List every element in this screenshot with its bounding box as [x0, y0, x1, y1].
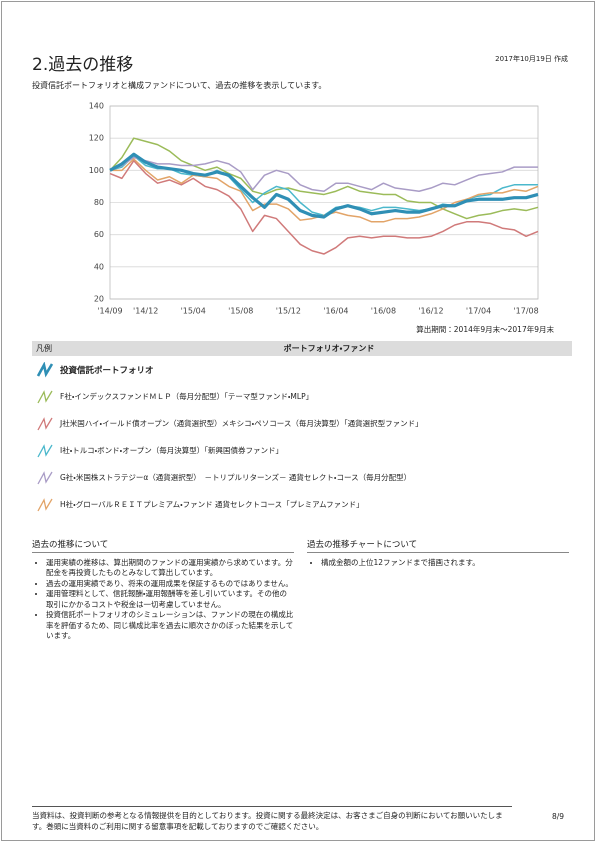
legend-item: H社・グローバルＲＥＩＴプレミアム・ファンド 通貨セレクトコース「プレミアムファ…	[32, 491, 572, 518]
y-tick-label: 140	[89, 102, 104, 111]
legend-icon	[37, 443, 53, 457]
chart: 20 40 60 80 100 120 140 '14/09 '14/12 '15/04 '15/0…	[89, 102, 539, 316]
legend-swatch	[37, 389, 53, 403]
x-tick-label: '14/09	[97, 307, 122, 316]
legend-item: F社・インデックスファンドＭＬＰ（毎月分配型）「テーマ型ファンド・MLP」	[32, 383, 572, 410]
fund-line	[109, 159, 539, 255]
x-tick-label: '17/04	[466, 307, 491, 316]
subtitle: 投資信託ポートフォリオと構成ファンドについて、過去の推移を表示しています。	[32, 81, 327, 90]
fund-line	[109, 137, 539, 220]
legend-icon	[37, 497, 53, 511]
y-tick-label: 80	[94, 198, 104, 207]
x-tick-label: '15/04	[181, 307, 206, 316]
legend-text: H社・グローバルＲＥＩＴプレミアム・ファンド 通貨セレクトコース「プレミアムファ…	[60, 500, 364, 509]
legend-item: I社・トルコ・ボンド・オープン（毎月決算型）「新興国債券ファンド」	[32, 437, 572, 464]
legend-icon	[37, 470, 53, 484]
note-item: 運用実績の推移は、算出期間のファンドの運用実績から求めています。分配金を再投資し…	[46, 558, 294, 579]
legend-icon	[36, 361, 54, 377]
legend-label: 凡例	[36, 344, 52, 353]
y-tick-label: 120	[89, 134, 104, 143]
legend: 凡例 ポートフォリオ・ファンド 投資信託ポートフォリオ F社・インデックスファンド…	[32, 341, 572, 518]
legend-icon	[37, 389, 53, 403]
legend-header: 凡例 ポートフォリオ・ファンド	[32, 341, 572, 356]
fund-line	[109, 156, 538, 192]
legend-text: J社米国ハイ・イールド債オープン（通貨選択型）メキシコ・ペソコース（毎月決算型）…	[60, 419, 423, 428]
note-item: 過去の運用実績であり、将来の運用成果を保証するものではありません。	[46, 579, 294, 590]
legend-icon	[37, 416, 53, 430]
footer: 当資料は、投資判断の参考となる情報提供を目的としております。投資に関する最終決定…	[32, 806, 512, 832]
legend-item: G社・米国株ストラテジーα（通貨選択型） －トリプルリターンズ－ 通貨セレクト・…	[32, 464, 572, 491]
note-section: 過去の推移について運用実績の推移は、算出期間のファンドの運用実績から求めています…	[32, 540, 294, 642]
y-tick-label: 100	[89, 166, 104, 175]
note-heading: 過去の推移チャートについて	[307, 540, 569, 553]
y-tick-label: 20	[94, 295, 104, 304]
note-section: 過去の推移チャートについて構成金額の上位12ファンドまで描画されます。	[307, 540, 569, 568]
legend-text: G社・米国株ストラテジーα（通貨選択型） －トリプルリターンズ－ 通貨セレクト・…	[60, 473, 412, 482]
x-tick-label: '16/04	[323, 307, 348, 316]
note-item: 構成金額の上位12ファンドまで描画されます。	[321, 558, 569, 569]
legend-swatch	[37, 443, 53, 457]
legend-text: 投資信託ポートフォリオ	[60, 365, 154, 376]
portfolio-line	[109, 152, 539, 219]
y-tick-label: 60	[94, 230, 104, 239]
page-title: 2.過去の推移	[32, 55, 134, 75]
date: 2017年10月19日 作成	[495, 55, 568, 63]
legend-text: I社・トルコ・ボンド・オープン（毎月決算型）「新興国債券ファンド」	[60, 446, 284, 455]
x-tick-label: '15/12	[276, 307, 301, 316]
x-tick-label: '16/12	[418, 307, 443, 316]
note-heading: 過去の推移について	[32, 540, 294, 553]
period-note: 算出期間：2014年9月末～2017年9月末	[416, 325, 554, 334]
note-item: 運用管理料として、信託報酬・運用報酬等を差し引いています。その他の取引にかかるコ…	[46, 589, 294, 610]
y-tick-label: 40	[94, 262, 104, 271]
plot-frame	[109, 105, 539, 300]
legend-text: F社・インデックスファンドＭＬＰ（毎月分配型）「テーマ型ファンド・MLP」	[60, 392, 314, 401]
x-tick-label: '16/08	[371, 307, 396, 316]
note-item: 投資信託ポートフォリオのシミュレーションは、ファンドの現在の構成比率を評価するた…	[46, 610, 294, 642]
legend-swatch	[36, 361, 54, 377]
legend-swatch	[37, 416, 53, 430]
legend-item: J社米国ハイ・イールド債オープン（通貨選択型）メキシコ・ペソコース（毎月決算型）…	[32, 410, 572, 437]
note-list: 運用実績の推移は、算出期間のファンドの運用実績から求めています。分配金を再投資し…	[32, 558, 294, 642]
x-tick-label: '14/12	[133, 307, 158, 316]
page-number: 8/9	[552, 812, 565, 821]
legend-item: 投資信託ポートフォリオ	[32, 356, 572, 383]
legend-swatch	[37, 470, 53, 484]
x-tick-label: '17/08	[513, 307, 538, 316]
note-list: 構成金額の上位12ファンドまで描画されます。	[307, 558, 569, 569]
legend-swatch	[37, 497, 53, 511]
legend-column: ポートフォリオ・ファンド	[283, 344, 375, 353]
x-tick-label: '15/08	[228, 307, 253, 316]
